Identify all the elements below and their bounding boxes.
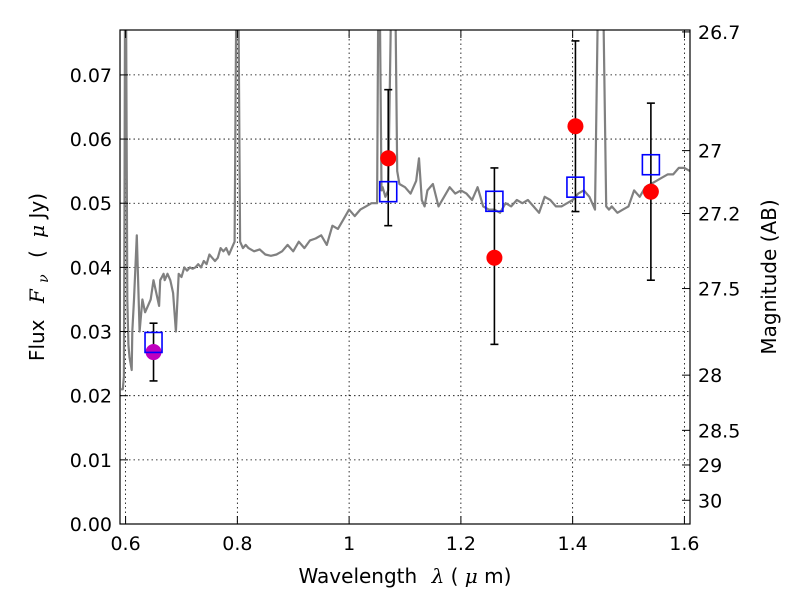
x-axis-label-unit-close: m) [484,564,511,588]
y2-tick-label: 27.2 [698,203,740,225]
x-tick-label: 1 [343,533,355,555]
x-axis-label-unit-mu: μ [465,564,478,588]
y-tick-label: 0.05 [70,193,112,215]
data-point [642,183,659,200]
y-axis-label-text: Flux [25,319,49,361]
model-photometry-square [485,190,504,213]
y2-tick-label: 30 [698,490,722,512]
model-photometry-square [641,153,661,176]
x-tick-label: 0.8 [222,533,252,555]
y-axis-label-subscript: ν [36,274,52,283]
y-tick-label: 0.04 [70,257,112,279]
x-tick-label: 1.6 [669,533,699,555]
y-axis-label-unit-mu: μ [25,225,49,238]
data-layer [121,30,690,391]
y2-tick-label: 27 [698,141,722,163]
plot-frame [119,29,691,525]
x-axis-label-unit-open: ( [451,564,459,588]
y-tick-label: 0.00 [70,514,112,536]
data-point [486,249,503,266]
x-axis-label-symbol: λ [431,564,445,588]
y2-tick-label: 29 [698,455,722,477]
y-tick-label: 0.06 [70,129,112,151]
y-tick-label: 0.07 [70,65,112,87]
y-axis-label-unit-open: ( [25,250,49,258]
plot-background [120,30,690,524]
y-tick-label: 0.02 [70,386,112,408]
x-tick-label: 0.6 [110,533,140,555]
model-photometry-square [378,180,398,203]
y-tick-label: 0.03 [70,322,112,344]
y-axis-label: Flux F ν ( μ Jy) [25,193,53,361]
model-photometry-square [144,331,163,354]
y2-tick-label: 26.7 [698,22,740,44]
model-photometry-square [566,176,585,198]
y2-axis-label: Magnitude (AB) [757,199,781,354]
y2-tick-label: 27.5 [698,279,740,301]
data-point [380,150,397,167]
x-axis-label-text: Wavelength [299,564,418,588]
y2-tick-label: 28 [698,365,722,387]
y-axis-label-unit-close: Jy) [25,193,49,221]
x-axis-label: Wavelength λ ( μ m) [299,564,512,588]
ticks: 0.6 0.8 1 1.2 1.4 1.6 0.00 0.01 0.02 0.03 0.04 0.05… [70,22,741,555]
sed-model-line [121,30,690,391]
y2-tick-label: 28.5 [698,420,740,442]
y-tick-label: 0.01 [70,450,112,472]
y-axis-label-symbol: F [25,288,49,304]
data-point [567,118,584,135]
x-tick-label: 1.4 [558,533,588,555]
x-tick-label: 1.2 [446,533,476,555]
